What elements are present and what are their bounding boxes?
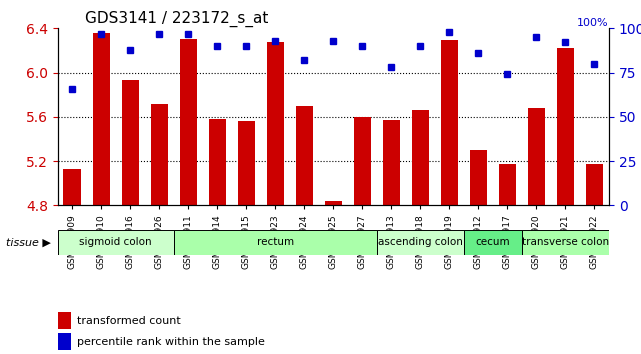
Bar — [440, 40, 458, 205]
Bar — [208, 119, 226, 205]
Bar — [383, 120, 400, 205]
Bar — [58, 333, 71, 350]
FancyBboxPatch shape — [522, 230, 609, 255]
Bar — [470, 150, 487, 205]
Text: 100%: 100% — [578, 18, 609, 28]
Bar — [267, 41, 284, 205]
Bar — [63, 169, 81, 205]
Text: transformed count: transformed count — [77, 316, 181, 326]
Text: tissue ▶: tissue ▶ — [6, 238, 51, 247]
Text: sigmoid colon: sigmoid colon — [79, 238, 152, 247]
FancyBboxPatch shape — [58, 230, 174, 255]
FancyBboxPatch shape — [464, 230, 522, 255]
Bar — [238, 121, 255, 205]
Text: transverse colon: transverse colon — [522, 238, 609, 247]
Bar — [586, 164, 603, 205]
Text: percentile rank within the sample: percentile rank within the sample — [77, 337, 265, 347]
Bar — [58, 312, 71, 329]
Text: cecum: cecum — [476, 238, 510, 247]
Bar — [354, 117, 371, 205]
Bar — [92, 33, 110, 205]
Text: rectum: rectum — [257, 238, 294, 247]
Bar — [179, 39, 197, 205]
Bar — [528, 108, 545, 205]
Bar — [557, 48, 574, 205]
Text: GDS3141 / 223172_s_at: GDS3141 / 223172_s_at — [85, 11, 269, 27]
Bar — [296, 106, 313, 205]
Text: ascending colon: ascending colon — [378, 238, 463, 247]
Bar — [412, 110, 429, 205]
FancyBboxPatch shape — [174, 230, 377, 255]
Bar — [151, 103, 168, 205]
Bar — [324, 201, 342, 205]
FancyBboxPatch shape — [377, 230, 464, 255]
Bar — [499, 164, 516, 205]
Bar — [122, 80, 139, 205]
